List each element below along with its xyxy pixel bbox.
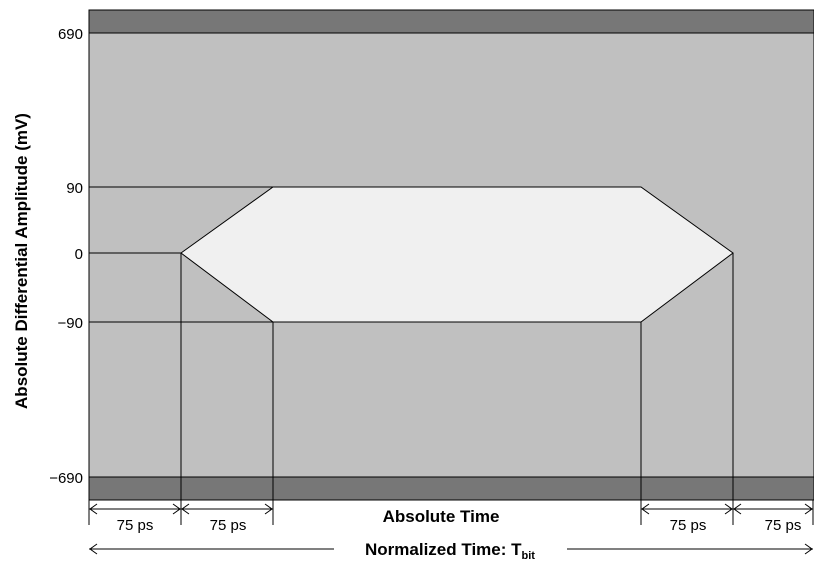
- dim-arrows: [89, 503, 813, 515]
- ytick-0: 0: [75, 246, 83, 263]
- ytick-690: 690: [58, 26, 83, 43]
- normalized-time-arrow: [89, 543, 813, 555]
- lower-limit-band: [88, 476, 814, 501]
- ytick-minus90: −90: [58, 315, 83, 332]
- dim-label-3: 75 ps: [670, 517, 707, 534]
- upper-limit-band: [88, 9, 814, 34]
- ytick-90: 90: [66, 180, 83, 197]
- dim-label-4: 75 ps: [765, 517, 802, 534]
- y-axis-label: Absolute Differential Amplitude (mV): [12, 113, 31, 409]
- x-label-normalized: Normalized Time: Tbit: [365, 540, 535, 561]
- x-label-normalized-main: Normalized Time: T: [365, 540, 522, 559]
- eye-opening: [180, 186, 734, 323]
- ytick-minus690: −690: [49, 470, 83, 487]
- dim-label-1: 75 ps: [117, 517, 154, 534]
- dim-label-2: 75 ps: [210, 517, 247, 534]
- x-label-absolute: Absolute Time: [383, 507, 500, 526]
- x-label-normalized-subscript: bit: [522, 550, 536, 561]
